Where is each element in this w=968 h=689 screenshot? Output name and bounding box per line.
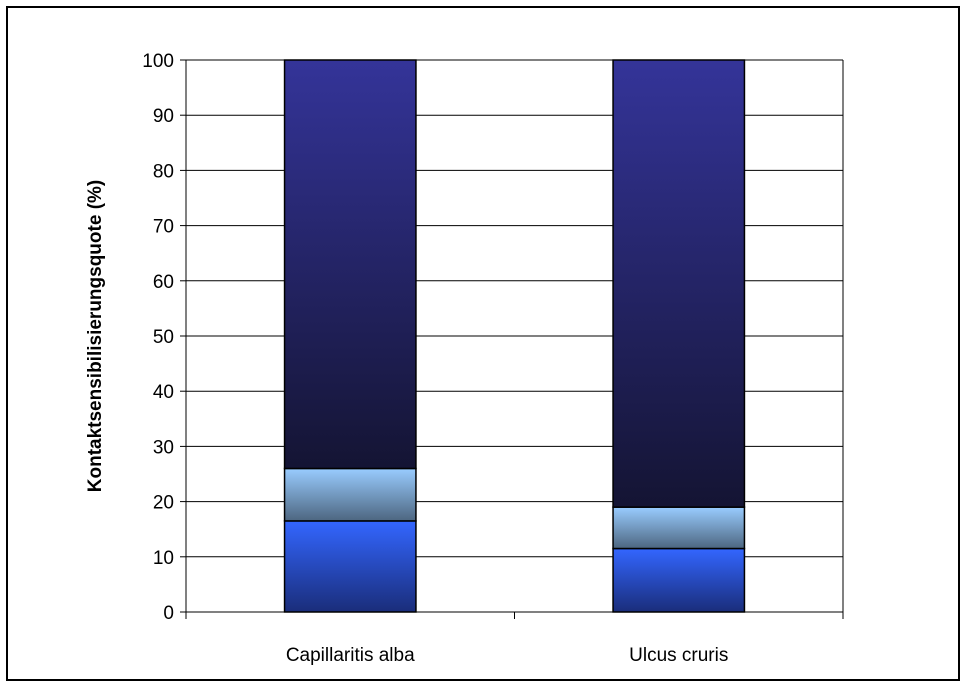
- y-tick-label: 60: [153, 272, 174, 293]
- y-tick-label: 70: [153, 217, 174, 238]
- y-tick-label: 20: [153, 493, 174, 514]
- y-axis-title: Kontaktsensibilisierungsquote (%): [85, 180, 106, 492]
- y-tick-label: 90: [153, 106, 174, 127]
- y-tick-label: 40: [153, 382, 174, 403]
- bar-segment-0-1: [283, 467, 417, 522]
- bar-segment-0-0: [283, 520, 417, 613]
- chart-frame: [6, 6, 960, 681]
- bar-segment-0-2: [283, 59, 417, 470]
- y-tick-label: 100: [142, 51, 174, 72]
- x-category-label: Capillaritis alba: [286, 645, 415, 666]
- bars: [283, 59, 746, 613]
- y-tick-label: 50: [153, 327, 174, 348]
- tick-labels: 0 10 20 30 40 50 60 70 80 90 100 Capillaritis alba U…: [142, 51, 728, 666]
- bar-segment-1-0: [612, 547, 746, 613]
- y-tick-label: 10: [153, 548, 174, 569]
- y-tick-label: 80: [153, 161, 174, 182]
- bar-segment-1-1: [612, 506, 746, 550]
- axes: [180, 59, 844, 619]
- bar-segment-1-2: [612, 59, 746, 508]
- x-category-label: Ulcus cruris: [629, 645, 728, 666]
- y-tick-label: 30: [153, 437, 174, 458]
- y-tick-label: 0: [163, 603, 174, 624]
